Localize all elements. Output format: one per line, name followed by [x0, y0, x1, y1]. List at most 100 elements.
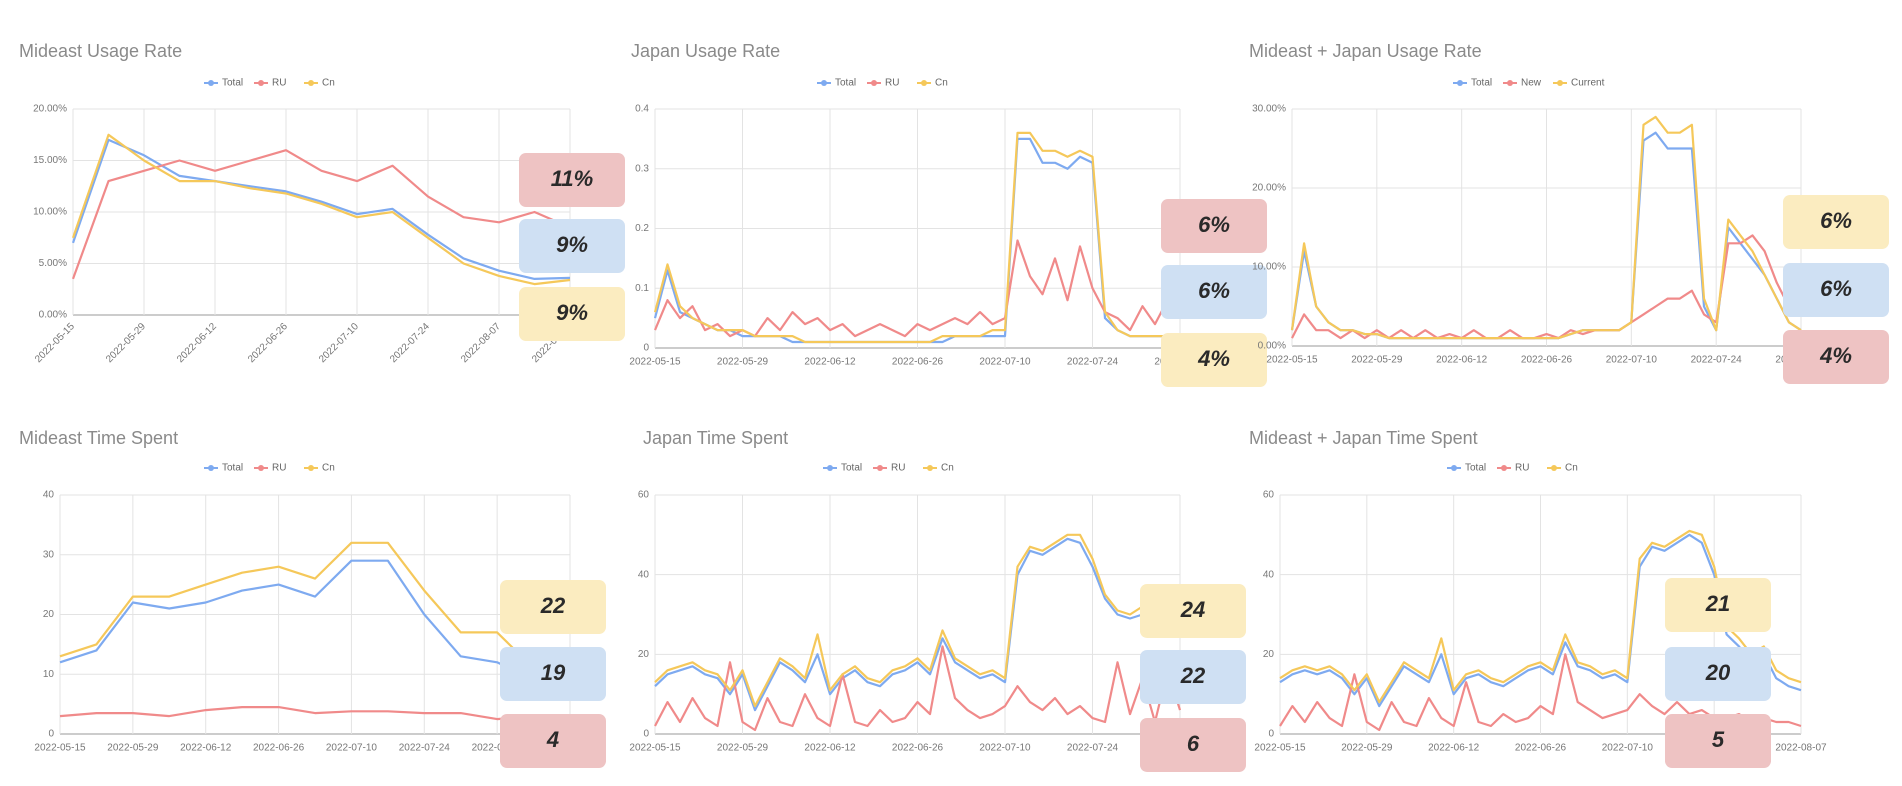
x-tick-label: 2022-05-29 — [1341, 743, 1393, 754]
badge-label: 21 — [1705, 591, 1730, 616]
x-tick-label: 2022-06-12 — [804, 357, 856, 368]
x-tick-label: 2022-06-26 — [253, 743, 305, 754]
series-line — [59, 559, 570, 682]
badge-label: 6% — [1820, 276, 1852, 301]
legend-dot — [927, 465, 933, 471]
value-badge — [1140, 650, 1246, 704]
y-tick-label: 30.00% — [1252, 104, 1286, 115]
value-badge — [519, 287, 625, 341]
x-tick-label: 2022-06-12 — [1436, 355, 1488, 366]
y-tick-label: 40 — [43, 490, 55, 501]
legend-label: New — [1521, 78, 1542, 89]
x-tick-label: 2022-08-07 — [459, 321, 503, 365]
badge-label: 19 — [541, 660, 566, 685]
y-tick-label: 0 — [643, 343, 649, 354]
x-tick-label: 2022-05-29 — [717, 357, 769, 368]
x-tick-label: 2022-05-15 — [629, 743, 681, 754]
legend-dot — [1551, 465, 1557, 471]
legend-dot — [921, 80, 927, 86]
badge-label: 22 — [540, 593, 566, 618]
badge-label: 5 — [1712, 727, 1725, 752]
y-tick-label: 0 — [1268, 729, 1274, 740]
x-tick-label: 2022-05-15 — [34, 743, 86, 754]
value-badge — [500, 580, 606, 634]
legend-dot — [827, 465, 833, 471]
series-line — [1279, 529, 1802, 704]
legend-label: Total — [1465, 463, 1486, 474]
legend-dot — [1557, 80, 1563, 86]
legend-label: Cn — [935, 78, 948, 89]
x-tick-label: 2022-06-12 — [180, 743, 232, 754]
y-tick-label: 0.00% — [1258, 341, 1286, 352]
badge-label: 24 — [1180, 597, 1205, 622]
x-tick-label: 2022-07-24 — [1067, 743, 1119, 754]
x-tick-label: 2022-07-10 — [1606, 355, 1658, 366]
y-tick-label: 20 — [43, 609, 55, 620]
y-tick-label: 0 — [643, 729, 649, 740]
y-tick-label: 40 — [638, 569, 650, 580]
series-line — [71, 149, 571, 280]
x-tick-label: 2022-07-24 — [388, 321, 432, 365]
chart-title: Japan Usage Rate — [631, 41, 780, 61]
legend-label: Cn — [941, 463, 954, 474]
y-tick-label: 0 — [48, 729, 54, 740]
chart-title: Mideast + Japan Usage Rate — [1249, 41, 1482, 61]
y-tick-label: 10.00% — [33, 207, 67, 218]
legend-label: RU — [1515, 463, 1529, 474]
chart-title: Mideast Usage Rate — [19, 41, 182, 61]
series-line — [654, 537, 1181, 712]
x-tick-label: 2022-05-15 — [33, 321, 77, 365]
x-tick-label: 2022-07-10 — [326, 743, 378, 754]
x-tick-label: 2022-07-24 — [1067, 357, 1119, 368]
legend-dot — [208, 80, 214, 86]
badge-label: 11% — [551, 166, 593, 191]
legend-label: RU — [885, 78, 899, 89]
legend-label: Total — [222, 78, 243, 89]
series-line — [59, 541, 570, 670]
chart-title: Japan Time Spent — [643, 428, 788, 448]
legend-label: Total — [835, 78, 856, 89]
value-badge — [500, 714, 606, 768]
x-tick-label: 2022-07-10 — [979, 743, 1031, 754]
legend-dot — [821, 80, 827, 86]
legend-label: Total — [1471, 78, 1492, 89]
value-badge — [1783, 263, 1889, 317]
legend-dot — [1501, 465, 1507, 471]
value-badge — [1140, 718, 1246, 772]
x-tick-label: 2022-06-12 — [175, 321, 219, 365]
value-badge — [1783, 330, 1889, 384]
y-tick-label: 5.00% — [39, 258, 67, 269]
x-tick-label: 2022-05-29 — [1351, 355, 1403, 366]
y-tick-label: 10.00% — [1252, 262, 1286, 273]
value-badge — [519, 219, 625, 273]
y-tick-label: 60 — [638, 490, 650, 501]
legend-dot — [308, 80, 314, 86]
x-tick-label: 2022-05-29 — [107, 743, 159, 754]
legend-dot — [1507, 80, 1513, 86]
legend-dot — [1457, 80, 1463, 86]
series-line — [1279, 533, 1802, 708]
badge-label: 22 — [1180, 663, 1206, 688]
legend-label: RU — [272, 463, 286, 474]
badge-label: 6 — [1187, 731, 1200, 756]
value-badge — [500, 647, 606, 701]
legend-dot — [1451, 465, 1457, 471]
legend-label: Total — [222, 463, 243, 474]
y-tick-label: 20.00% — [1252, 183, 1286, 194]
x-tick-label: 2022-06-26 — [1515, 743, 1567, 754]
value-badge — [1783, 195, 1889, 249]
legend-dot — [871, 80, 877, 86]
x-tick-label: 2022-05-15 — [629, 357, 681, 368]
x-tick-label: 2022-07-24 — [1691, 355, 1743, 366]
value-badge — [1665, 647, 1771, 701]
legend-dot — [877, 465, 883, 471]
series-line — [71, 133, 571, 286]
y-tick-label: 0.4 — [635, 104, 649, 115]
legend-dot — [208, 465, 214, 471]
x-tick-label: 2022-05-29 — [717, 743, 769, 754]
value-badge — [519, 153, 625, 207]
series-line — [71, 138, 571, 280]
y-tick-label: 0.00% — [39, 310, 67, 321]
legend-label: Cn — [322, 463, 335, 474]
x-tick-label: 2022-06-12 — [1428, 743, 1480, 754]
